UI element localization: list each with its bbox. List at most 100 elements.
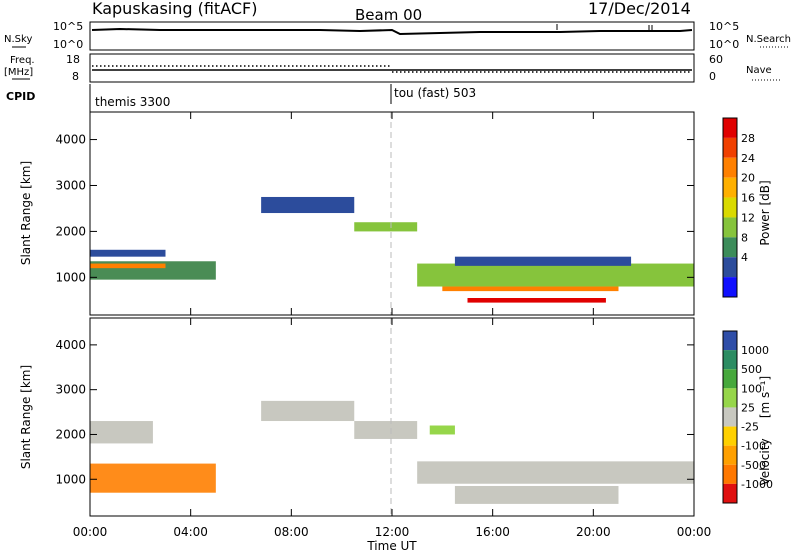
freq-label: Freq. xyxy=(10,55,35,66)
nsky-trace xyxy=(91,27,693,36)
power-echo-region-8 xyxy=(467,298,606,303)
power-colorbar-tick-label: 28 xyxy=(741,132,755,145)
power-y-tick-label: 3000 xyxy=(55,178,86,192)
velocity-colorbar-tick-label: 25 xyxy=(741,401,755,414)
velocity-echo-region-0 xyxy=(90,463,216,493)
time-tick-label: 12:00 xyxy=(375,525,410,539)
date-title: 17/Dec/2014 xyxy=(588,0,691,18)
velocity-colorbar-tick-label: 1000 xyxy=(741,344,769,357)
nave-tick-high: 60 xyxy=(709,53,723,66)
velocity-y-tick-label: 3000 xyxy=(55,383,86,397)
time-tick-label: 20:00 xyxy=(576,525,611,539)
velocity-colorbar-segment xyxy=(723,445,737,465)
power-colorbar-tick-label: 24 xyxy=(741,152,755,165)
velocity-echo-region-1 xyxy=(90,421,153,444)
velocity-y-tick-label: 1000 xyxy=(55,472,86,486)
power-echo-region-6 xyxy=(454,256,632,266)
nave-tick-low: 0 xyxy=(709,70,716,83)
power-colorbar-label: Power [dB] xyxy=(758,180,772,245)
velocity-echo-region-3 xyxy=(354,421,418,439)
velocity-colorbar-frame xyxy=(722,330,738,504)
power-colorbar-segment xyxy=(723,118,737,138)
velocity-colorbar-tick-label: -1000 xyxy=(741,478,773,491)
velocity-colorbar: 1000 500 100 25 -25 -100 -500 -1000 xyxy=(722,330,773,504)
velocity-y-tick-label: 2000 xyxy=(55,427,86,441)
freq-panel: Freq. [MHz] 18 8 60 0 Nave xyxy=(4,53,780,83)
power-echo-region-7 xyxy=(442,286,619,292)
power-colorbar-tick-label: 12 xyxy=(741,211,755,224)
velocity-colorbar-segment xyxy=(723,483,737,503)
power-colorbar-tick-label: 8 xyxy=(741,231,748,244)
nsearch-tick-low: 10^0 xyxy=(709,38,739,51)
velocity-colorbar-segment xyxy=(723,388,737,408)
time-tick-label: 00:00 xyxy=(73,525,108,539)
velocity-colorbar-tick-label: 500 xyxy=(741,363,762,376)
nsky-label: N.Sky xyxy=(4,34,32,45)
power-colorbar: 28 24 20 16 12 8 4 xyxy=(722,117,755,298)
velocity-y-axis: 1000 2000 3000 4000 xyxy=(55,338,694,486)
power-colorbar-segment xyxy=(723,157,737,178)
velocity-panel: 1000 2000 3000 4000 Slant Range [km] 1000 50… xyxy=(19,317,773,517)
power-colorbar-segment xyxy=(723,257,737,278)
power-echo-region-1 xyxy=(90,263,166,269)
power-colorbar-segment xyxy=(723,237,737,258)
freq-panel-frame xyxy=(89,53,695,83)
time-axis: 00:00 04:00 08:00 12:00 16:00 20:00 00:00 xyxy=(73,112,711,539)
station-title: Kapuskasing (fitACF) xyxy=(92,0,257,18)
beam-title: Beam 00 xyxy=(355,6,422,24)
velocity-colorbar-segment xyxy=(723,464,737,484)
velocity-echo-region-4 xyxy=(417,461,694,484)
velocity-colorbar-tick-label: 100 xyxy=(741,382,762,395)
velocity-y-tick-label: 4000 xyxy=(55,338,86,352)
velocity-y-axis-label: Slant Range [km] xyxy=(19,365,33,469)
nsearch-label: N.Search xyxy=(746,34,791,45)
power-y-tick-label: 1000 xyxy=(55,270,86,284)
freq-tick-low: 8 xyxy=(72,70,79,83)
power-colorbar-frame xyxy=(722,117,738,298)
velocity-echo-region-2 xyxy=(261,400,355,422)
velocity-colorbar-tick-label: -500 xyxy=(741,459,766,472)
time-tick-label: 16:00 xyxy=(475,525,510,539)
power-colorbar-segment xyxy=(723,277,737,297)
power-colorbar-segment xyxy=(723,217,737,238)
velocity-colorbar-segment xyxy=(723,407,737,427)
velocity-echo-marks xyxy=(90,400,694,504)
velocity-colorbar-tick-label: -25 xyxy=(741,421,759,434)
velocity-colorbar-segment xyxy=(723,331,737,351)
time-tick-label: 04:00 xyxy=(173,525,208,539)
power-y-axis: 1000 2000 3000 4000 xyxy=(55,133,694,284)
velocity-echo-region-5 xyxy=(454,485,619,504)
velocity-colorbar-unit: [m s⁻¹] xyxy=(758,376,772,418)
nsearch-tick-high: 10^5 xyxy=(709,20,739,33)
nsky-tick-high: 10^5 xyxy=(53,20,83,33)
power-colorbar-tick-label: 20 xyxy=(741,172,755,185)
cpid-segment-themis: themis 3300 xyxy=(95,95,170,109)
freq-tick-high: 18 xyxy=(66,53,80,66)
power-colorbar-tick-label: 16 xyxy=(741,192,755,205)
power-echo-region-4 xyxy=(354,222,418,232)
time-axis-label: Time UT xyxy=(366,539,417,553)
power-echo-region-2 xyxy=(90,249,166,257)
power-y-axis-label: Slant Range [km] xyxy=(19,161,33,265)
power-echo-region-3 xyxy=(261,196,355,214)
cpid-label: CPID xyxy=(6,90,35,103)
cpid-panel: CPID themis 3300 tou (fast) 503 xyxy=(6,84,476,112)
freq-unit: [MHz] xyxy=(4,67,33,78)
power-y-tick-label: 4000 xyxy=(55,133,86,147)
velocity-colorbar-segment xyxy=(723,426,737,446)
power-panel: 1000 2000 3000 4000 Slant Range [km] 28 24 20… xyxy=(19,111,772,316)
power-y-tick-label: 2000 xyxy=(55,224,86,238)
velocity-colorbar-label: Velocity xyxy=(758,438,772,485)
power-echo-marks xyxy=(90,196,694,303)
power-colorbar-segment xyxy=(723,137,737,158)
velocity-colorbar-segment xyxy=(723,350,737,370)
cpid-segment-tou: tou (fast) 503 xyxy=(394,86,476,100)
velocity-colorbar-segment xyxy=(723,369,737,389)
nsky-tick-low: 10^0 xyxy=(53,38,83,51)
velocity-echo-region-6 xyxy=(429,425,455,435)
power-colorbar-tick-label: 4 xyxy=(741,251,748,264)
power-colorbar-segment xyxy=(723,197,737,218)
nsky-panel-frame xyxy=(89,21,695,51)
nsky-panel: N.Sky 10^5 10^0 10^5 10^0 N.Search xyxy=(4,20,791,51)
